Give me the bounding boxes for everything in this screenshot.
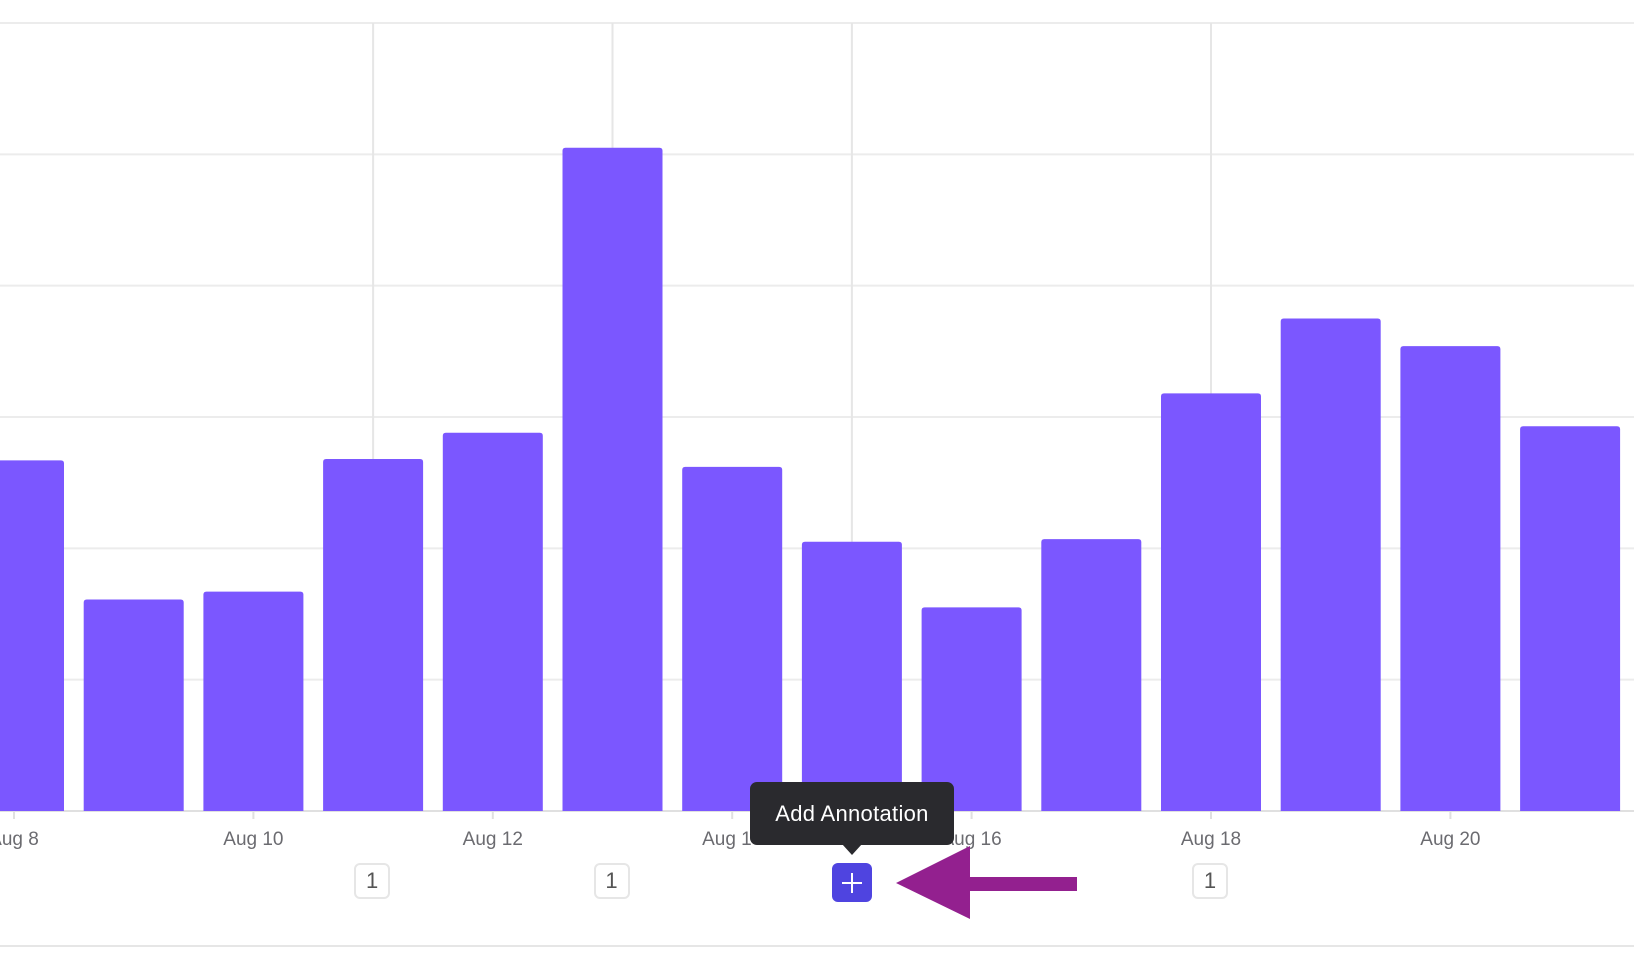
x-tick-label: Aug 10 — [223, 829, 283, 850]
bar-aug-10 — [203, 591, 304, 811]
bar-aug-12 — [442, 432, 543, 811]
bar-aug-21 — [1520, 426, 1621, 811]
bar-aug-16 — [921, 607, 1022, 811]
annotation-count-badge[interactable]: 1 — [354, 863, 391, 899]
bar-aug-11 — [323, 459, 424, 811]
bar-aug-14 — [682, 466, 783, 811]
bar-aug-8 — [0, 460, 64, 811]
bar-aug-19 — [1280, 318, 1381, 811]
x-tick-label: Aug 12 — [463, 829, 523, 850]
tooltip-text: Add Annotation — [775, 800, 929, 826]
x-tick-label: Aug 14 — [702, 829, 763, 850]
add-annotation-button[interactable] — [832, 863, 872, 902]
bar-aug-9 — [83, 599, 184, 811]
bar-aug-17 — [1041, 539, 1142, 811]
bar-aug-13 — [562, 147, 663, 811]
x-tick-label: Aug 20 — [1420, 829, 1480, 850]
x-tick-label: Aug 8 — [0, 829, 39, 850]
annotation-count-badge[interactable]: 1 — [593, 863, 630, 899]
plus-icon — [842, 872, 862, 893]
x-tick-label: Aug 16 — [941, 829, 1001, 850]
bar-aug-20 — [1400, 346, 1501, 811]
bar-aug-18 — [1161, 393, 1261, 811]
bar-aug-15 — [801, 541, 902, 811]
x-tick-label: Aug 18 — [1181, 829, 1241, 850]
add-annotation-tooltip: Add Annotation — [750, 782, 954, 855]
annotation-count-badge[interactable]: 1 — [1192, 863, 1228, 899]
